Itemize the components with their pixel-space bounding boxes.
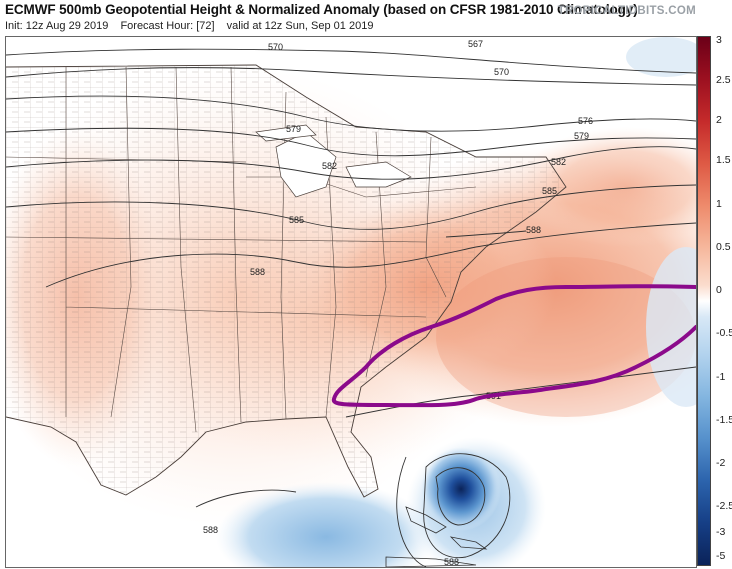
contour-labels: 570 567 570 579 576 579 582 582 585 585 … (203, 39, 593, 567)
us-land (6, 64, 567, 567)
map-subtitle: Init: 12z Aug 29 2019 Forecast Hour: [72… (5, 20, 382, 32)
anomaly-colorbar (697, 36, 711, 566)
site-brand: TROPICALTIDBITS.COM (557, 5, 696, 17)
contour-label: 579 (574, 131, 589, 141)
colorbar-label: -0.5 (716, 327, 732, 339)
map-title: ECMWF 500mb Geopotential Height & Normal… (5, 2, 638, 17)
contour-label: 579 (286, 124, 301, 134)
contour-label: 582 (551, 157, 566, 167)
colorbar-label: 3 (716, 34, 722, 46)
valid-time: valid at 12z Sun, Sep 01 2019 (226, 20, 374, 32)
colorbar-label: 0.5 (716, 241, 731, 253)
contour-label: 588 (250, 267, 265, 277)
colorbar-label: -2.5 (716, 500, 732, 512)
contour-label: 576 (578, 116, 593, 126)
colorbar-label: 1 (716, 198, 722, 210)
init-time: Init: 12z Aug 29 2019 (5, 20, 109, 32)
contour-label: 585 (542, 186, 557, 196)
colorbar-label: 2 (716, 114, 722, 126)
colorbar-label: 1.5 (716, 154, 731, 166)
colorbar-label: -1 (716, 371, 726, 383)
contour-label: 582 (322, 161, 337, 171)
contour-label: 585 (289, 215, 304, 225)
height-contours (6, 48, 696, 567)
highlight-outline (331, 284, 696, 408)
contour-label: 570 (494, 67, 509, 77)
contour-label: 588 (444, 557, 459, 567)
colorbar-label: -3 (716, 526, 726, 538)
map-svg: 570 567 570 579 576 579 582 582 585 585 … (6, 37, 696, 567)
contour-label: 588 (203, 525, 218, 535)
colorbar-label: -2 (716, 457, 726, 469)
colorbar-label: 2.5 (716, 74, 731, 86)
colorbar-label: 0 (716, 284, 722, 296)
forecast-hour: Forecast Hour: [72] (120, 20, 215, 32)
contour-label: 588 (526, 225, 541, 235)
contour-label: 570 (268, 42, 283, 52)
colorbar-label: -5 (716, 550, 726, 562)
colorbar-label: -1.5 (716, 414, 732, 426)
contour-label: 567 (468, 39, 483, 49)
map-panel: 570 567 570 579 576 579 582 582 585 585 … (5, 36, 697, 568)
